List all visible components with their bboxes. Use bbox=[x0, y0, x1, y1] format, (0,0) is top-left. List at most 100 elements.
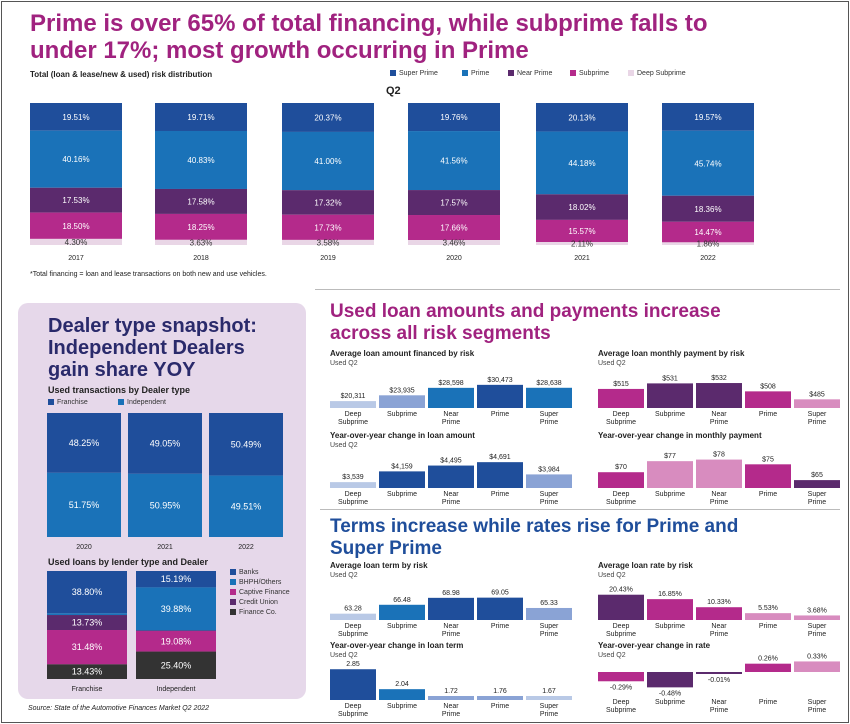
risk-bar-segment bbox=[155, 213, 247, 240]
legend-item: Finance Co. bbox=[230, 609, 277, 616]
risk-bar-segment bbox=[662, 195, 754, 222]
legend-swatch bbox=[48, 399, 54, 406]
risk-bar-segment bbox=[408, 240, 500, 245]
legend-item: Banks bbox=[230, 569, 258, 576]
risk-bar-segment bbox=[536, 194, 628, 220]
lender-bar-label: 19.08% bbox=[161, 636, 192, 646]
risk-bar-segment bbox=[30, 103, 122, 131]
txn-bar-segment bbox=[128, 413, 202, 474]
risk-bar-label: 2.11% bbox=[571, 240, 593, 249]
risk-bar-segment bbox=[662, 221, 754, 243]
risk-bar-label: 1.86% bbox=[697, 240, 720, 249]
legend-label: Super Prime bbox=[399, 70, 438, 77]
risk-footnote: *Total financing = loan and lease transa… bbox=[30, 271, 267, 278]
legend-label: Deep Subprime bbox=[637, 70, 686, 77]
legend-swatch bbox=[230, 599, 236, 606]
lender-bar-segment bbox=[136, 571, 216, 588]
risk-bar-segment bbox=[408, 131, 500, 191]
risk-bar-label: 17.57% bbox=[440, 199, 467, 208]
legend-label: Banks bbox=[239, 569, 259, 576]
risk-bar-label: 18.25% bbox=[187, 223, 214, 232]
risk-bar-segment bbox=[30, 212, 122, 239]
lender-bar-segment bbox=[47, 615, 127, 631]
risk-bar-label: 45.74% bbox=[694, 159, 721, 168]
used-loans-title-line-1: Used loan amounts and payments increase bbox=[330, 301, 721, 322]
risk-bar-label: 3.58% bbox=[317, 238, 340, 247]
headline-line-2: under 17%; most growth occurring in Prim… bbox=[30, 37, 529, 64]
risk-bar-label: 20.37% bbox=[314, 113, 341, 122]
txn-bar-segment bbox=[128, 473, 202, 537]
risk-bar-segment bbox=[662, 242, 754, 245]
lender-bar-label: 39.88% bbox=[161, 604, 192, 614]
risk-x-tick: 2021 bbox=[574, 255, 590, 262]
txn-bar-label: 49.05% bbox=[150, 438, 181, 448]
txn-x-tick: 2020 bbox=[76, 544, 92, 551]
risk-bar-segment bbox=[408, 215, 500, 241]
lender-bar-label: 31.48% bbox=[72, 642, 103, 652]
legend-label: Captive Finance bbox=[239, 589, 290, 596]
txn-bar-segment bbox=[47, 413, 121, 473]
risk-bar-segment bbox=[30, 187, 122, 213]
lender-bar-label: 13.73% bbox=[72, 618, 103, 628]
risk-bar-segment bbox=[536, 103, 628, 132]
legend-swatch bbox=[230, 589, 236, 596]
risk-bar-segment bbox=[536, 242, 628, 245]
txn-bar-label: 50.95% bbox=[150, 500, 181, 510]
lender-bar-segment bbox=[47, 613, 127, 616]
risk-bar-label: 18.02% bbox=[568, 203, 595, 212]
legend-swatch bbox=[118, 399, 124, 406]
txn-x-tick: 2022 bbox=[238, 544, 254, 551]
divider-2 bbox=[320, 509, 840, 510]
lender-bar-segment bbox=[47, 630, 127, 665]
legend-label: Prime bbox=[471, 70, 490, 77]
terms-title-line-2: Super Prime bbox=[330, 538, 442, 559]
risk-x-tick: 2022 bbox=[700, 255, 716, 262]
used-loans-title-line-2: across all risk segments bbox=[330, 323, 551, 344]
risk-bar-label: 3.46% bbox=[443, 239, 466, 248]
lender-bar-label: 13.43% bbox=[72, 667, 103, 677]
risk-x-tick: 2017 bbox=[68, 255, 84, 262]
risk-q-label: Q2 bbox=[386, 85, 401, 97]
legend-label: Independent bbox=[127, 399, 166, 406]
risk-bar-label: 19.51% bbox=[62, 113, 89, 122]
risk-bar-segment bbox=[155, 103, 247, 131]
legend-label: Near Prime bbox=[517, 70, 553, 77]
lender-bar-segment bbox=[136, 587, 216, 631]
risk-bar-label: 17.53% bbox=[62, 196, 89, 205]
risk-bar-segment bbox=[282, 190, 374, 215]
lender-bar-segment bbox=[47, 571, 127, 614]
legend-item: Deep Subprime bbox=[628, 70, 686, 77]
legend-item: Independent bbox=[118, 399, 166, 406]
lender-bar-label: 15.19% bbox=[161, 574, 192, 584]
used-loans-title: Used loan amounts and payments increase … bbox=[330, 301, 721, 345]
risk-bar-label: 41.00% bbox=[314, 157, 341, 166]
txn-bar-segment bbox=[209, 413, 283, 476]
risk-x-tick: 2019 bbox=[320, 255, 336, 262]
lender-x-tick: Franchise bbox=[72, 686, 103, 693]
risk-bar-label: 3.63% bbox=[190, 238, 213, 247]
risk-bar-label: 17.73% bbox=[314, 223, 341, 232]
risk-bar-label: 41.56% bbox=[440, 157, 467, 166]
lender-chart-title: Used loans by lender type and Dealer bbox=[48, 557, 209, 567]
lender-bar-segment bbox=[136, 651, 216, 679]
risk-bar-label: 18.36% bbox=[694, 205, 721, 214]
terms-title-line-1: Terms increase while rates rise for Prim… bbox=[330, 516, 739, 537]
legend-label: Subprime bbox=[579, 70, 609, 77]
risk-bar-segment bbox=[155, 130, 247, 189]
legend-label: Credit Union bbox=[239, 599, 278, 606]
legend-swatch bbox=[230, 579, 236, 586]
dealer-title-line-2: Independent Dealers bbox=[48, 337, 245, 359]
txn-chart-title: Used transactions by Dealer type bbox=[48, 385, 191, 395]
legend-swatch bbox=[230, 569, 236, 576]
risk-bar-segment bbox=[155, 239, 247, 245]
lender-bar-segment bbox=[47, 664, 127, 679]
source-note: Source: State of the Automotive Finances… bbox=[28, 705, 210, 712]
risk-bar-label: 19.71% bbox=[187, 113, 214, 122]
legend-swatch bbox=[390, 70, 396, 77]
risk-bar-segment bbox=[30, 130, 122, 188]
risk-bar-label: 44.18% bbox=[568, 159, 595, 168]
risk-bar-label: 17.32% bbox=[314, 198, 341, 207]
dealer-title-line-3: gain share YOY bbox=[48, 359, 196, 381]
legend-label: Finance Co. bbox=[239, 609, 277, 616]
